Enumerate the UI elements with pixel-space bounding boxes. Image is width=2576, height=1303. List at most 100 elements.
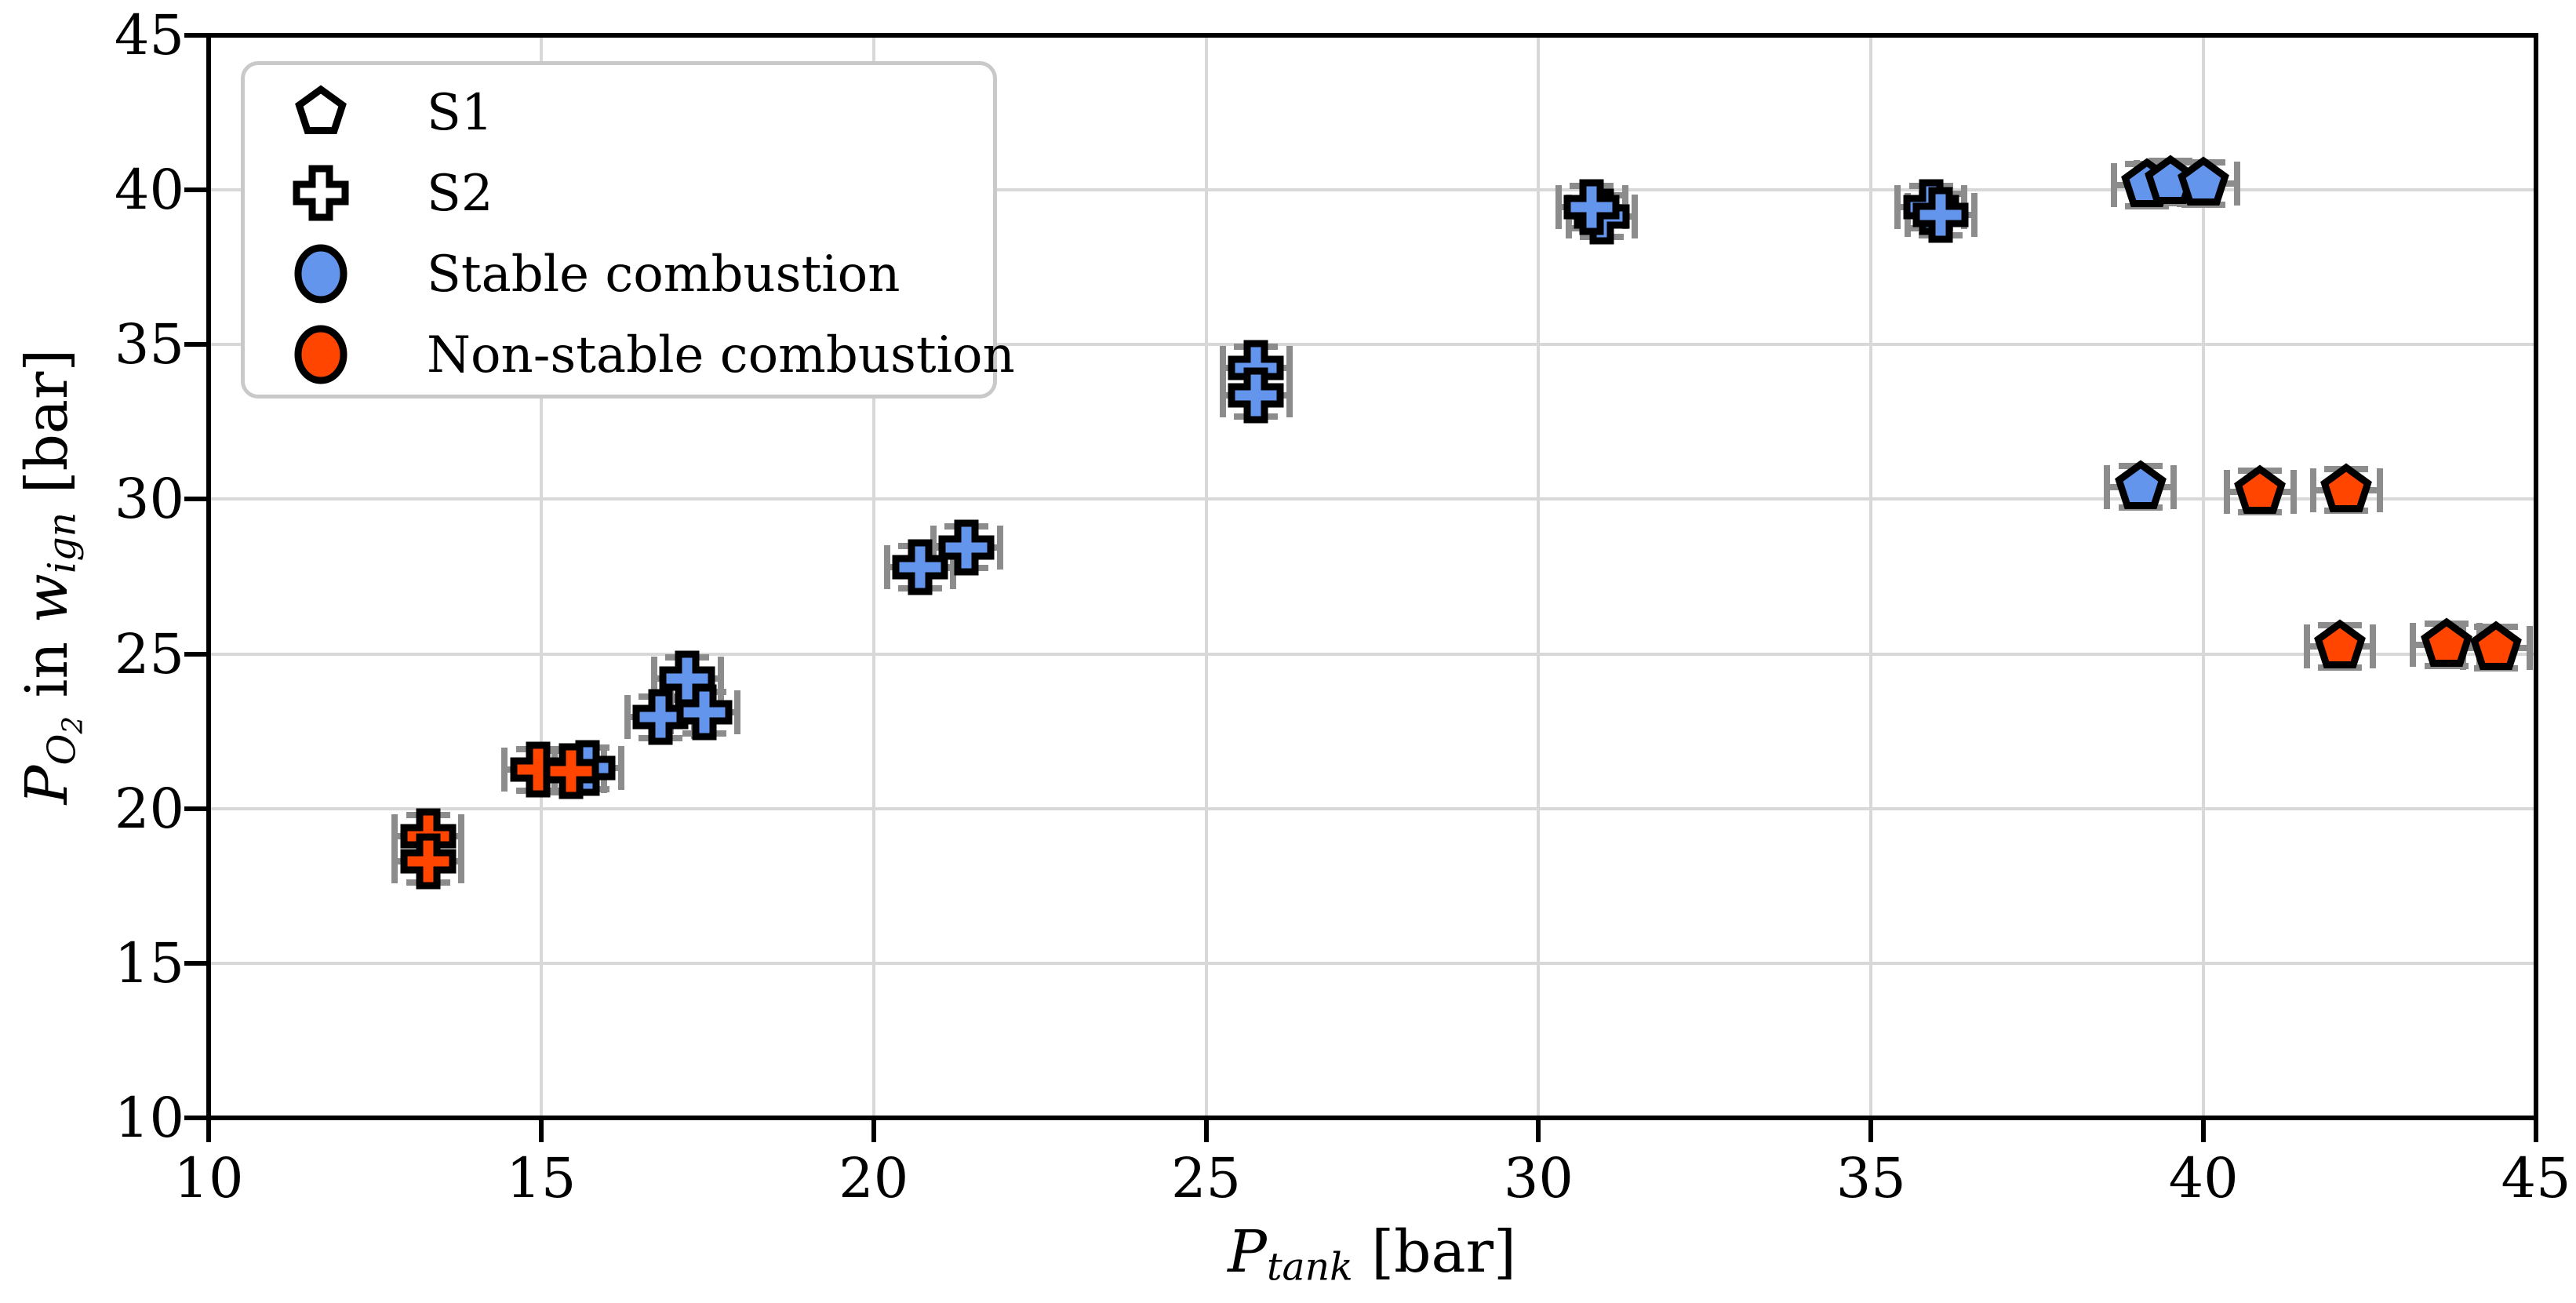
legend-item-non-stable: Non-stable combustion xyxy=(286,315,1015,395)
x-gridline xyxy=(1537,35,1541,1118)
pentagon-marker xyxy=(2311,455,2381,526)
x-error-cap xyxy=(650,657,657,701)
axis-label-segment: w xyxy=(13,573,81,624)
legend: S1 S2 Stable combustion Non-stable combu… xyxy=(241,61,1015,399)
pentagon-legend-icon xyxy=(286,77,358,149)
x-error-cap xyxy=(2303,624,2310,668)
x-error-cap xyxy=(2370,624,2377,668)
pentagon-marker xyxy=(2225,457,2295,527)
x-tick xyxy=(2201,1120,2207,1142)
x-tick-label: 25 xyxy=(1171,1146,1242,1210)
x-error-cap xyxy=(2110,163,2117,208)
cross-marker-icon xyxy=(1563,179,1620,235)
pentagon-marker-icon xyxy=(2178,156,2230,206)
cross-marker-icon xyxy=(1228,367,1284,424)
y-tick xyxy=(184,1116,206,1120)
axis-label-segment: P xyxy=(1228,1218,1267,1286)
pentagon-marker-icon xyxy=(2320,463,2373,512)
x-error-cap xyxy=(2223,469,2230,514)
pentagon-legend-glyph-icon xyxy=(295,84,347,134)
x-gridline xyxy=(1204,35,1208,1118)
x-error-cap xyxy=(1632,194,1639,238)
x-error-cap xyxy=(624,695,631,740)
cross-marker-icon xyxy=(892,539,948,595)
x-error-cap xyxy=(458,814,465,859)
cross-marker xyxy=(393,826,464,897)
cross-marker-icon xyxy=(543,743,599,799)
cross-marker xyxy=(536,736,606,806)
y-gridline xyxy=(209,806,2536,810)
y-tick-label: 40 xyxy=(114,158,184,223)
x-error-cap xyxy=(1970,192,1977,237)
x-error-cap xyxy=(1286,373,1293,418)
x-error-cap xyxy=(2376,468,2383,512)
x-error-cap xyxy=(1894,184,1901,229)
legend-item-s2: S2 xyxy=(286,153,993,234)
y-tick xyxy=(184,806,206,811)
x-tick-label: 45 xyxy=(2501,1146,2571,1210)
y-tick xyxy=(184,497,206,502)
x-error-cap xyxy=(883,545,890,590)
cross-legend-glyph-icon xyxy=(293,165,349,220)
x-error-cap xyxy=(2310,468,2317,512)
x-error-cap xyxy=(717,657,724,701)
x-tick xyxy=(1868,1120,1874,1142)
y-tick-label: 10 xyxy=(114,1086,184,1150)
x-axis-label: Ptank [bar] xyxy=(901,1218,1843,1290)
x-error-cap xyxy=(391,839,398,883)
x-error-cap xyxy=(996,525,1003,570)
y-axis-label: PO2 in wign [bar] xyxy=(13,106,89,1047)
pentagon-marker-icon xyxy=(2234,464,2287,514)
cross-marker xyxy=(625,682,696,752)
x-tick xyxy=(1536,1120,1541,1142)
pentagon-marker-icon xyxy=(2114,460,2167,509)
legend-label: Non-stable combustion xyxy=(427,326,1015,384)
y-tick-label: 25 xyxy=(114,621,184,686)
y-gridline xyxy=(209,961,2536,965)
axis-label-segment: 2 xyxy=(56,715,89,734)
x-error-cap xyxy=(1219,345,1226,390)
legend-item-s1: S1 xyxy=(286,72,993,153)
circle-legend-glyph-icon xyxy=(294,244,347,303)
x-error-cap xyxy=(2410,622,2417,667)
stable-circle-icon xyxy=(286,238,358,311)
cross-legend-icon xyxy=(286,158,358,230)
y-tick-label: 30 xyxy=(114,467,184,532)
x-tick xyxy=(2534,1120,2538,1142)
x-error-cap xyxy=(733,690,740,735)
x-error-cap xyxy=(391,814,398,859)
x-tick-label: 35 xyxy=(1836,1146,1906,1210)
pentagon-marker-icon xyxy=(2420,617,2472,667)
x-error-cap xyxy=(2526,625,2533,670)
cross-marker-icon xyxy=(676,684,733,741)
x-gridline xyxy=(1869,35,1873,1118)
pentagon-marker-icon xyxy=(2470,621,2523,670)
cross-marker xyxy=(1221,360,1291,431)
x-error-cap xyxy=(2170,464,2177,509)
x-error-cap xyxy=(1286,345,1293,390)
cross-marker xyxy=(1905,180,1976,250)
legend-label: S2 xyxy=(427,164,493,223)
y-tick xyxy=(184,342,206,348)
y-tick-label: 45 xyxy=(114,3,184,67)
legend-label: S1 xyxy=(427,83,493,142)
x-error-cap xyxy=(617,746,624,791)
y-tick xyxy=(184,33,206,38)
x-error-cap xyxy=(501,748,508,792)
x-tick xyxy=(1203,1120,1209,1142)
x-error-cap xyxy=(1555,184,1562,229)
cross-marker-icon xyxy=(632,689,689,745)
y-gridline xyxy=(209,652,2536,656)
y-tick-label: 15 xyxy=(114,930,184,995)
y-gridline xyxy=(209,188,2536,192)
cross-marker xyxy=(931,512,1002,583)
pentagon-marker xyxy=(2168,148,2239,219)
y-gridline xyxy=(209,497,2536,501)
x-tick xyxy=(206,1120,211,1142)
circle-legend-glyph-icon xyxy=(294,325,347,384)
x-error-cap xyxy=(458,839,465,883)
x-tick-label: 30 xyxy=(1503,1146,1574,1210)
y-tick-label: 20 xyxy=(114,776,184,841)
pentagon-marker xyxy=(2305,611,2375,682)
